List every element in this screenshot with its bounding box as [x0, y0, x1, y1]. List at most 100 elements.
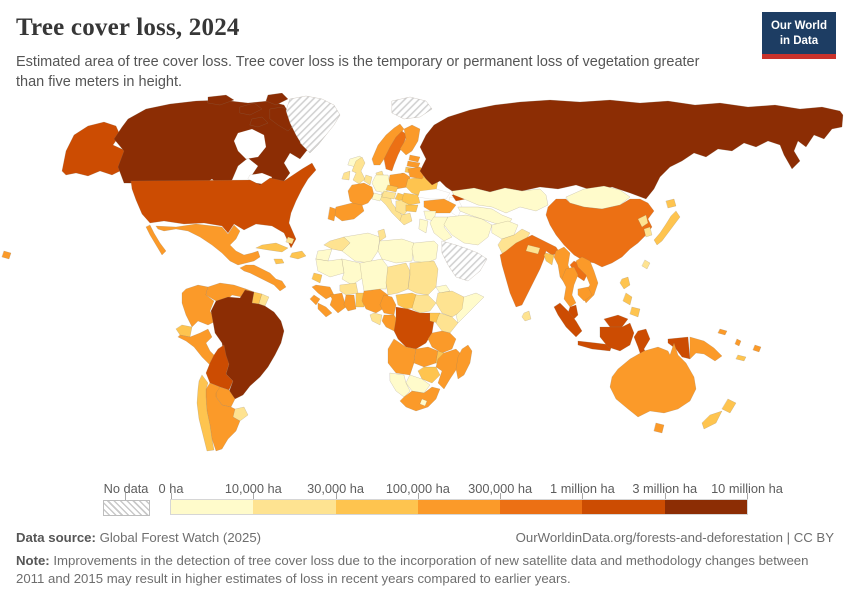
country-zimbabwe[interactable]: [417, 366, 441, 384]
country-venezuela[interactable]: [205, 282, 247, 304]
legend-bin-3[interactable]: [335, 500, 418, 514]
country-tunisia[interactable]: [377, 228, 387, 242]
country-canada-arctic-island[interactable]: [207, 94, 235, 106]
legend-bin-1[interactable]: [171, 500, 254, 514]
country-indonesia-papua[interactable]: [667, 336, 691, 360]
country-canada-arctic-island[interactable]: [239, 102, 263, 116]
country-gabon[interactable]: [369, 312, 383, 326]
country-svalbard[interactable]: [391, 96, 433, 120]
country-ecuador[interactable]: [175, 324, 193, 338]
country-kenya[interactable]: [435, 312, 459, 334]
country-burkina-faso[interactable]: [339, 282, 359, 296]
country-bahamas[interactable]: [285, 236, 295, 245]
country-democratic-republic-of-congo[interactable]: [393, 306, 435, 350]
country-sierra-leone[interactable]: [309, 294, 321, 306]
country-cote-divoire[interactable]: [329, 292, 347, 314]
country-turkey[interactable]: [423, 198, 457, 214]
country-spain[interactable]: [333, 202, 365, 222]
country-eritrea[interactable]: [435, 284, 451, 294]
country-central-america[interactable]: [239, 264, 287, 292]
country-switzerland[interactable]: [371, 192, 383, 202]
legend-bar[interactable]: [170, 499, 748, 515]
country-new-zealand-south[interactable]: [701, 410, 723, 430]
country-sudan[interactable]: [407, 260, 439, 296]
country-iran[interactable]: [443, 214, 493, 246]
country-cambodia[interactable]: [577, 286, 593, 302]
country-australia-tasmania[interactable]: [653, 422, 665, 434]
country-libya[interactable]: [377, 238, 415, 264]
country-philippines[interactable]: [619, 276, 631, 290]
country-ghana[interactable]: [343, 294, 357, 312]
country-nepal[interactable]: [525, 244, 541, 255]
country-indonesia-sumatra[interactable]: [553, 302, 583, 338]
country-new-caledonia[interactable]: [735, 354, 747, 362]
country-japan[interactable]: [653, 210, 681, 246]
country-malaysia-borneo[interactable]: [603, 314, 629, 328]
country-jamaica[interactable]: [273, 258, 285, 265]
country-egypt[interactable]: [411, 240, 439, 264]
country-fiji[interactable]: [752, 344, 762, 353]
country-indonesia-java[interactable]: [577, 340, 613, 352]
country-sri-lanka[interactable]: [521, 310, 532, 322]
legend-bin-2[interactable]: [253, 500, 336, 514]
country-papua-new-guinea[interactable]: [689, 336, 723, 362]
country-arabian-peninsula[interactable]: [441, 240, 488, 282]
country-canada-arctic-island[interactable]: [249, 116, 269, 128]
country-israel-jordan[interactable]: [418, 218, 429, 234]
country-new-zealand-north[interactable]: [721, 398, 737, 414]
country-netherlands-belgium[interactable]: [363, 174, 373, 186]
country-tanzania[interactable]: [427, 330, 457, 354]
country-guinea[interactable]: [311, 284, 335, 300]
country-madagascar[interactable]: [455, 344, 473, 380]
country-india[interactable]: [499, 234, 561, 308]
country-ireland[interactable]: [341, 170, 351, 181]
country-cuba[interactable]: [255, 242, 289, 253]
country-greenland[interactable]: [285, 95, 341, 154]
country-solomon-islands[interactable]: [717, 328, 728, 336]
country-kazakhstan[interactable]: [451, 187, 549, 214]
country-australia[interactable]: [609, 342, 697, 418]
country-bangladesh[interactable]: [543, 252, 555, 266]
country-romania[interactable]: [401, 192, 421, 206]
legend-no-data-swatch[interactable]: [103, 500, 150, 516]
country-taiwan[interactable]: [641, 259, 651, 270]
country-bulgaria[interactable]: [405, 204, 419, 213]
country-russia[interactable]: [419, 99, 844, 200]
country-france[interactable]: [347, 182, 375, 208]
legend-bin-7[interactable]: [664, 500, 747, 514]
country-greece[interactable]: [399, 212, 413, 226]
country-south-sudan[interactable]: [411, 294, 437, 314]
country-south-africa[interactable]: [399, 386, 441, 412]
country-north-korea[interactable]: [637, 214, 649, 228]
legend-bin-4[interactable]: [417, 500, 501, 514]
country-niger[interactable]: [359, 258, 389, 292]
country-austria[interactable]: [381, 190, 397, 200]
country-mexico-baja[interactable]: [145, 224, 167, 256]
country-philippines[interactable]: [629, 306, 641, 318]
country-chile[interactable]: [196, 374, 215, 452]
country-chad[interactable]: [385, 262, 411, 296]
country-finland[interactable]: [399, 124, 421, 156]
country-lesotho[interactable]: [419, 398, 428, 407]
country-vanuatu[interactable]: [734, 338, 742, 347]
country-fiji-antimeridian-sliver[interactable]: [1, 250, 12, 260]
country-algeria[interactable]: [341, 232, 381, 264]
country-japan-hokkaido[interactable]: [665, 198, 677, 209]
country-zambia[interactable]: [413, 346, 439, 368]
country-senegal[interactable]: [311, 272, 323, 284]
country-peru[interactable]: [177, 328, 217, 366]
country-togo-benin[interactable]: [355, 292, 365, 308]
country-united-kingdom[interactable]: [351, 156, 366, 185]
country-philippines[interactable]: [622, 292, 633, 306]
country-liberia[interactable]: [317, 302, 333, 318]
country-somalia[interactable]: [455, 292, 485, 324]
legend-bin-5[interactable]: [500, 500, 583, 514]
country-portugal[interactable]: [327, 206, 337, 222]
country-estonia[interactable]: [408, 154, 421, 163]
country-south-korea[interactable]: [643, 226, 653, 238]
country-indonesia-borneo[interactable]: [599, 322, 635, 352]
country-canada-arctic-island[interactable]: [265, 93, 289, 106]
legend-bin-6[interactable]: [582, 500, 665, 514]
country-namibia[interactable]: [389, 372, 411, 398]
rights-link[interactable]: OurWorldinData.org/forests-and-deforesta…: [515, 530, 834, 545]
